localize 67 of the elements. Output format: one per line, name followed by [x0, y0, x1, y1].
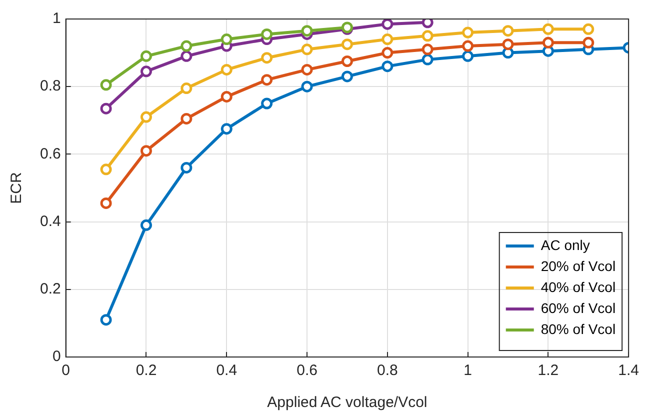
point [140, 66, 152, 78]
point [100, 197, 112, 209]
point [382, 60, 394, 72]
point [220, 64, 232, 76]
point [422, 44, 434, 56]
point [220, 123, 232, 135]
point [341, 56, 353, 67]
y-tick-label: 0.2 [40, 280, 61, 298]
point [382, 34, 394, 46]
x-tick-label: 1.4 [618, 362, 640, 380]
point [301, 64, 313, 76]
point [502, 38, 514, 50]
y-tick-label: 1 [52, 10, 61, 28]
point [180, 82, 192, 94]
x-tick-label: 0.6 [296, 362, 318, 380]
point [582, 36, 594, 48]
point [100, 102, 112, 114]
legend-label: AC only [540, 236, 590, 253]
point [220, 34, 232, 46]
point [180, 112, 192, 124]
x-tick-label: 1 [464, 362, 472, 380]
point [382, 47, 394, 59]
point [502, 25, 514, 37]
x-tick-label: 0.4 [216, 362, 238, 380]
point [140, 111, 152, 123]
point [140, 145, 152, 157]
point [462, 26, 474, 38]
x-axis-title: Applied AC voltage/Vcol [267, 394, 428, 412]
point [140, 50, 152, 62]
point [261, 28, 273, 40]
point [542, 36, 554, 48]
point [422, 54, 434, 66]
y-tick-label: 0 [52, 348, 61, 366]
point [180, 50, 192, 62]
point [582, 23, 594, 35]
point [301, 80, 313, 92]
legend-label: 60% of Vcol [540, 300, 616, 316]
y-tick-label: 0.8 [40, 78, 61, 95]
point [261, 74, 273, 86]
point [542, 23, 554, 35]
point [341, 38, 353, 50]
x-tick-label: 0.2 [136, 362, 157, 380]
point [100, 164, 112, 176]
point [301, 44, 313, 56]
point [180, 40, 192, 52]
point [341, 70, 353, 82]
point [220, 90, 232, 102]
point [100, 79, 112, 91]
point [301, 25, 313, 37]
point [140, 219, 152, 231]
point [180, 162, 192, 174]
legend-label: 40% of Vcol [540, 278, 616, 295]
legend-label: 80% of Vcol [540, 320, 616, 337]
point [422, 30, 434, 42]
point [422, 19, 434, 28]
x-tick-label: 0.8 [376, 362, 398, 380]
point [462, 50, 474, 62]
point [382, 19, 394, 30]
y-axis-title: ECR [8, 172, 26, 204]
point [100, 314, 112, 326]
x-tick-label: 1.2 [538, 362, 559, 380]
point [462, 40, 474, 52]
y-tick-label: 0.6 [40, 145, 61, 162]
point [261, 98, 273, 110]
legend-label: 20% of Vcol [540, 258, 616, 274]
point [261, 52, 273, 64]
y-tick-label: 0.4 [40, 212, 61, 230]
